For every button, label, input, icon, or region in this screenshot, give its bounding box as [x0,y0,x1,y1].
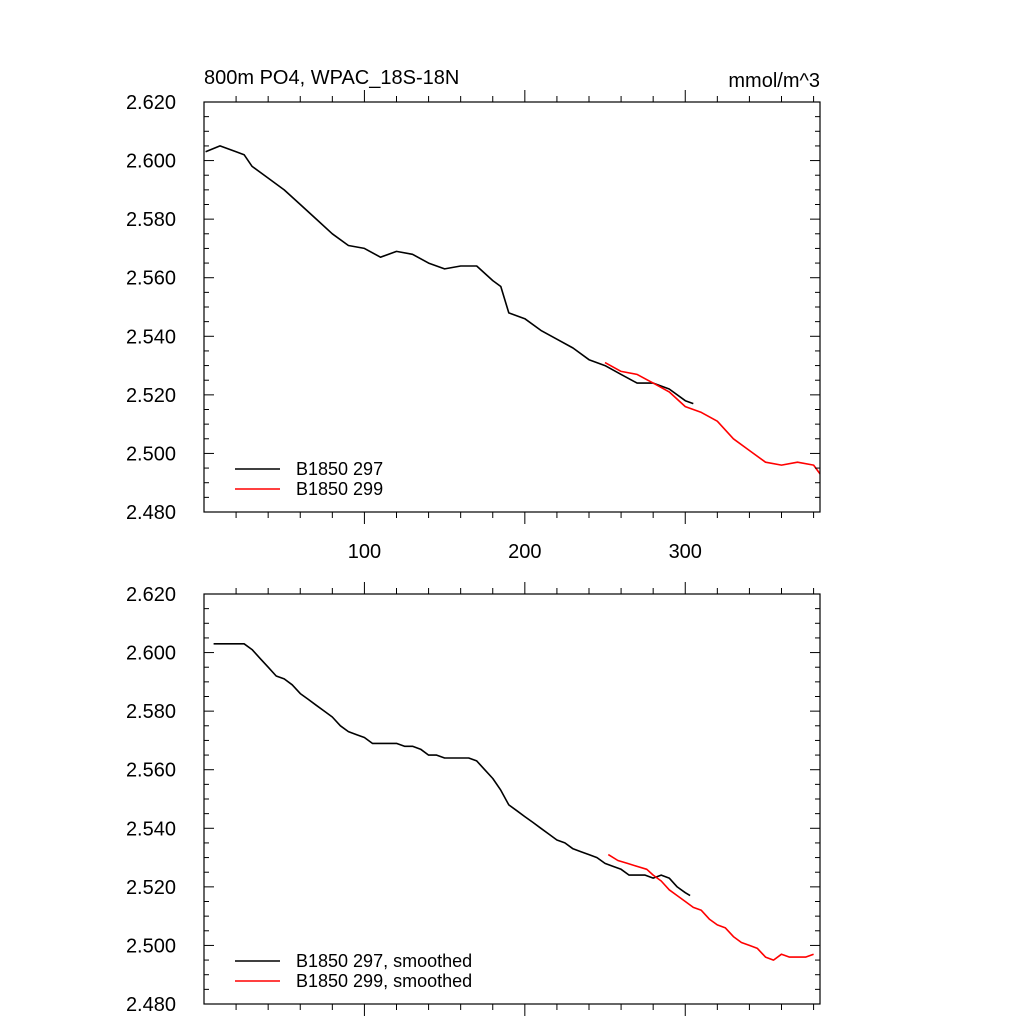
series-line-1 [213,642,691,897]
top-ticks-layer: 2.480 2.500 2.520 2.540 2.560 2.580 2.600 2.620… [126,90,820,563]
y-tick-label: 2.480 [126,502,176,524]
y-tick-label: 2.520 [126,385,176,407]
series-line-2 [604,361,821,475]
top-series-layer [205,145,821,475]
top-plot-frame [203,101,821,513]
units-label: mmol/m^3 [728,70,820,92]
y-tick-label: 2.600 [126,151,176,173]
y-tick-label: 2.520 [126,877,176,899]
legend-label-1: B1850 297, smoothed [296,951,472,971]
bottom-series-layer [213,642,814,961]
y-tick-label: 2.580 [126,701,176,723]
bottom-panel: 2.480 2.500 2.520 2.540 2.560 2.580 2.600 2.620… [126,582,821,1016]
legend-label-2: B1850 299, smoothed [296,971,472,991]
y-tick-label: 2.500 [126,935,176,957]
x-tick-label: 300 [669,541,702,563]
bottom-plot-frame [203,593,821,1005]
y-tick-label: 2.580 [126,209,176,231]
y-tick-label: 2.620 [126,92,176,114]
y-tick-label: 2.560 [126,268,176,290]
y-tick-label: 2.600 [126,643,176,665]
y-tick-label: 2.540 [126,326,176,348]
legend-label-1: B1850 297 [296,459,383,479]
bottom-ticks-layer: 2.480 2.500 2.520 2.540 2.560 2.580 2.600 2.620 [126,582,820,1016]
legend-label-2: B1850 299 [296,479,383,499]
chart-title: 800m PO4, WPAC_18S-18N [204,67,459,89]
y-tick-label: 2.540 [126,818,176,840]
x-tick-label: 200 [508,541,541,563]
top-panel: 800m PO4, WPAC_18S-18N mmol/m^3 2.480 2.5… [126,67,821,563]
x-tick-label: 100 [348,541,381,563]
series-line-1 [205,145,694,405]
y-tick-label: 2.620 [126,584,176,606]
series-line-2 [607,853,814,961]
y-tick-label: 2.480 [126,994,176,1016]
y-tick-label: 2.500 [126,443,176,465]
y-tick-label: 2.560 [126,760,176,782]
